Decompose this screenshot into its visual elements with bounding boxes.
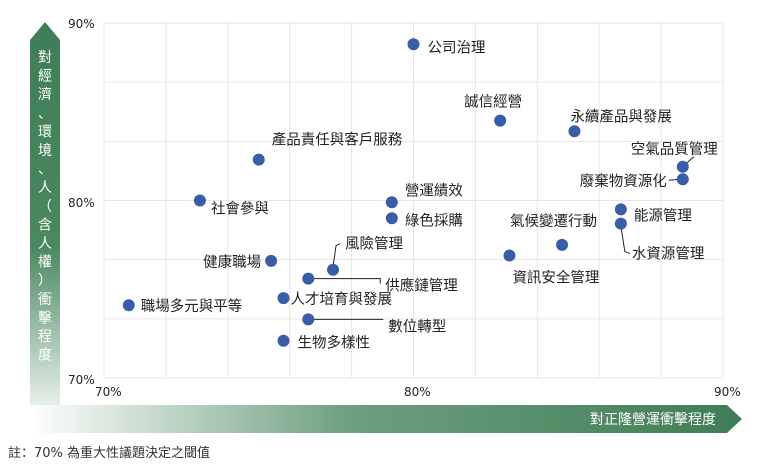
x-axis-title: 對正隆營運衝擊程度 (590, 411, 716, 428)
data-label: 水資源管理 (632, 246, 705, 263)
data-label: 廢棄物資源化 (580, 172, 667, 190)
x-tick-70: 70% (95, 385, 122, 399)
data-point (277, 292, 290, 305)
y-axis-title-char: 、 (38, 162, 52, 178)
data-point (327, 263, 340, 276)
y-axis-title: 對經濟、環境、人（含人權）衝擊程度 (38, 50, 52, 364)
data-point (302, 313, 315, 326)
data-label: 空氣品質管理 (631, 140, 718, 158)
y-axis-title-char: 人 (38, 236, 52, 252)
grid (103, 22, 724, 379)
data-label: 職場多元與平等 (141, 297, 243, 315)
data-point (568, 125, 581, 138)
data-point (614, 203, 627, 216)
data-label: 供應鏈管理 (385, 277, 458, 295)
footnote: 註：70% 為重大性議題決定之閾值 (8, 446, 211, 461)
y-axis-title-char: 權 (38, 255, 52, 271)
leader-line (620, 226, 631, 255)
data-label: 數位轉型 (388, 318, 446, 335)
x-tick-80: 80% (404, 385, 431, 399)
y-axis-title-char: （ (38, 199, 52, 215)
y-tick-90: 90% (68, 17, 95, 31)
y-axis-title-char: 環 (38, 124, 52, 140)
y-axis-title-char: 度 (38, 348, 52, 364)
y-axis-title-char: ） (38, 273, 52, 289)
data-label: 風險管理 (345, 236, 403, 253)
y-axis-title-char: 濟 (38, 87, 52, 103)
leader-line (332, 243, 341, 267)
data-point (503, 249, 516, 262)
data-point (556, 238, 569, 251)
y-axis-title-char: 人 (38, 180, 52, 196)
data-label: 人才培育與發展 (291, 291, 393, 308)
data-label: 能源管理 (634, 207, 692, 224)
y-axis-title-char: 含 (38, 217, 52, 233)
data-point (385, 196, 398, 209)
data-label: 公司治理 (428, 39, 486, 56)
y-axis-title-char: 擊 (38, 309, 52, 326)
data-point (265, 254, 278, 267)
data-point (193, 194, 206, 207)
data-point (494, 114, 507, 127)
x-axis-arrow (30, 405, 742, 433)
data-point (407, 38, 420, 51)
leader-line (312, 278, 381, 284)
data-label: 產品責任與客戶服務 (272, 132, 403, 149)
y-axis-title-char: 程 (38, 329, 52, 345)
data-point (614, 217, 627, 230)
y-axis-title-char: 對 (38, 50, 52, 66)
data-points (122, 38, 689, 347)
data-label: 社會參與 (211, 201, 269, 218)
data-label: 生物多樣性 (298, 335, 371, 352)
data-label: 健康職場 (203, 254, 261, 271)
y-axis-title-char: 經 (38, 69, 52, 85)
data-point (252, 153, 265, 166)
data-point (676, 160, 689, 173)
y-tick-80: 80% (68, 196, 95, 210)
data-label: 資訊安全管理 (512, 269, 599, 287)
x-tick-90: 90% (714, 385, 741, 399)
data-point (385, 212, 398, 225)
data-point (302, 272, 315, 285)
y-axis-arrow (30, 22, 60, 430)
data-point (122, 299, 135, 312)
tick-labels: 90% 80% 70% 70% 80% 90% (68, 17, 741, 399)
data-point (676, 173, 689, 186)
data-label: 營運績效 (405, 182, 463, 199)
data-label: 誠信經營 (464, 94, 522, 111)
data-label: 永續產品與發展 (570, 108, 672, 125)
y-tick-70: 70% (68, 373, 95, 387)
data-point (277, 334, 290, 347)
data-label: 綠色採購 (405, 212, 463, 229)
y-axis-title-char: 衝 (38, 292, 52, 308)
data-label: 氣候變遷行動 (510, 213, 597, 230)
y-axis-title-char: 境 (38, 143, 52, 159)
y-axis-title-char: 、 (38, 106, 52, 122)
